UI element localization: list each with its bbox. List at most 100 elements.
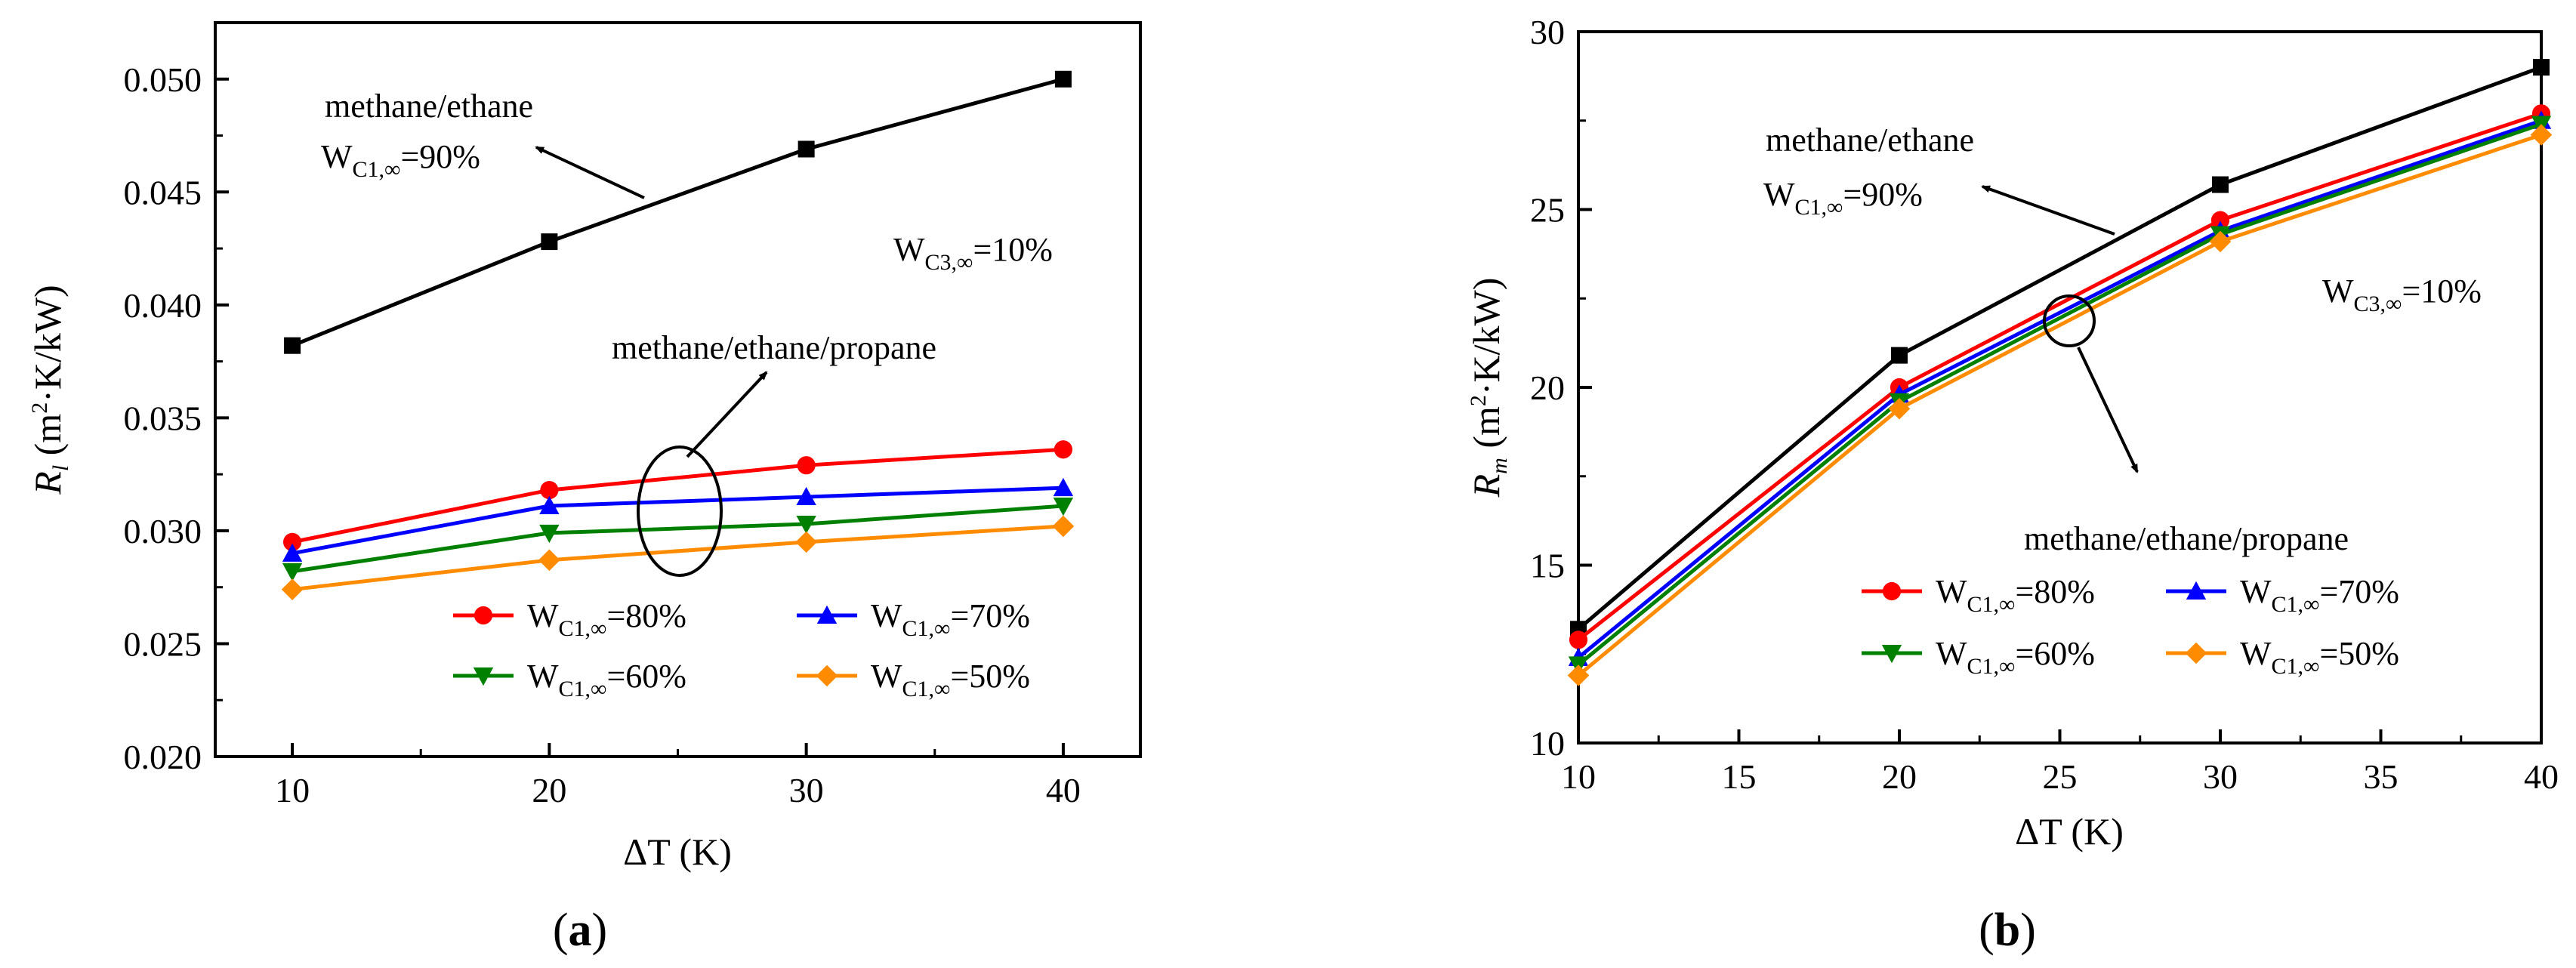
panel-b-series-line-0 xyxy=(1577,65,2542,631)
panel-a-series-line-1 xyxy=(292,447,1064,544)
panel-a-caption: (a) xyxy=(553,905,607,956)
panel-b-legend-marker-0 xyxy=(1882,581,1902,601)
panel-a-series-1-point xyxy=(540,480,559,500)
panel-b-arrow-binary xyxy=(1981,185,2115,236)
panel-b-legend-marker-2 xyxy=(1881,645,1902,664)
panel-a-series-0-point xyxy=(797,140,815,158)
panel-b-circle xyxy=(2043,294,2096,347)
panel-a-series-2-point xyxy=(796,486,816,506)
panel-b-annotation-ternary: methane/ethane/propane xyxy=(2024,520,2349,557)
panel-b-series-line-3 xyxy=(1577,122,2542,667)
panel-a-arrow-ternary xyxy=(686,371,768,458)
panel-b-annotation-methane-ethane: methane/ethane xyxy=(1766,122,1974,159)
panel-b: 10 15 20 25 30 10 15 20 25 30 35 40 ΔT (K) Rm (m2·… xyxy=(1465,13,2559,956)
panel-b-y-tick-label: 10 xyxy=(1530,724,1565,763)
panel-a-series-0-point xyxy=(541,233,558,251)
panel-b-annotation-c3: WC3,∞=10% xyxy=(2322,273,2482,316)
panel-b-series-0-point xyxy=(1891,347,1908,364)
panel-b-series-4-point xyxy=(1888,397,1911,420)
panel-a-series-4-point xyxy=(1052,515,1075,538)
panel-a-series-3-point xyxy=(539,524,560,544)
panel-b-x-tick-label: 25 xyxy=(2043,757,2078,796)
panel-a-series-0-point xyxy=(284,337,301,354)
panel-b-y-tick-label: 20 xyxy=(1530,368,1565,407)
panel-b-arrow-ternary xyxy=(2077,347,2139,473)
panel-a-arrow-binary xyxy=(535,146,645,199)
panel-b-x-tick-label: 30 xyxy=(2203,757,2238,796)
panel-a-series-1-point xyxy=(1054,440,1073,459)
panel-a-series-4-point xyxy=(281,578,304,600)
panel-a-series-1-point xyxy=(797,456,816,475)
panel-b-series-1-point xyxy=(2210,211,2230,230)
panel-a-annotation-binary-w: WC1,∞=90% xyxy=(321,138,480,182)
panel-a-y-tick-label: 0.020 xyxy=(124,738,202,776)
panel-a-legend-marker-3 xyxy=(816,664,838,687)
panel-a-ellipse xyxy=(637,445,723,577)
panel-b-legend-label-2: WC1,∞=60% xyxy=(1936,635,2095,679)
panel-b-annotation-binary-w: WC1,∞=90% xyxy=(1763,176,1923,220)
panel-a-series-line-3 xyxy=(292,504,1064,574)
panel-a-y-tick-label: 0.045 xyxy=(124,173,202,211)
panel-b-legend-label-1: WC1,∞=70% xyxy=(2240,573,2399,617)
panel-a-series-1-point xyxy=(282,532,302,551)
panel-a-series-3-point xyxy=(796,515,816,535)
panel-b-series-4-point xyxy=(2209,230,2232,253)
panel-b-series-line-2 xyxy=(1577,119,2542,659)
panel-a-annotation-c3: WC3,∞=10% xyxy=(893,231,1053,275)
panel-a: 0.020 0.025 0.030 0.035 0.040 0.045 0.050 10 20… xyxy=(26,21,1142,956)
panel-a-series-2-point xyxy=(282,543,303,562)
panel-b-series-0-point xyxy=(2212,176,2229,193)
panel-a-legend-label-2: WC1,∞=60% xyxy=(527,658,686,701)
panel-a-annotation-ternary: methane/ethane/propane xyxy=(612,329,936,366)
panel-a-legend-label-3: WC1,∞=50% xyxy=(871,658,1030,701)
panel-a-series-line-0 xyxy=(292,77,1064,347)
panel-b-y-tick-label: 15 xyxy=(1530,547,1565,585)
panel-b-series-line-1 xyxy=(1577,111,2542,642)
panel-a-x-tick-label: 40 xyxy=(1046,771,1081,809)
panel-b-series-4-point xyxy=(2530,124,2553,146)
panel-a-x-axis-title: ΔT (K) xyxy=(623,831,732,873)
panel-b-x-axis-title: ΔT (K) xyxy=(2015,810,2124,852)
panel-a-y-tick-label: 0.025 xyxy=(124,624,202,663)
panel-a-legend-label-0: WC1,∞=80% xyxy=(527,597,686,641)
panel-b-y-axis-title: Rm (m2·K/kW) xyxy=(1465,278,1512,498)
panel-a-legend-marker-1 xyxy=(816,605,838,624)
panel-b-legend-marker-3 xyxy=(2185,642,2207,664)
panel-a-y-tick-label: 0.040 xyxy=(124,286,202,325)
panel-a-series-2-point xyxy=(1053,477,1074,497)
panel-b-legend-label-3: WC1,∞=50% xyxy=(2240,635,2399,679)
panel-b-series-1-point xyxy=(1569,630,1588,649)
panel-b-x-tick-label: 35 xyxy=(2364,757,2399,796)
panel-a-annotation-methane-ethane: methane/ethane xyxy=(325,88,533,125)
panel-a-series-line-4 xyxy=(292,524,1064,592)
panel-a-y-axis-title: Rl (m2·K/kW) xyxy=(26,285,73,495)
panel-a-legend-label-1: WC1,∞=70% xyxy=(871,597,1030,641)
panel-b-series-0-point xyxy=(2533,59,2550,76)
panel-a-series-2-point xyxy=(539,495,560,515)
panel-a-y-tick-label: 0.050 xyxy=(124,60,202,99)
panel-b-series-line-4 xyxy=(1577,133,2542,677)
panel-a-x-tick-label: 10 xyxy=(275,771,310,809)
panel-a-legend-marker-2 xyxy=(473,667,494,686)
panel-b-y-tick-label: 30 xyxy=(1530,13,1565,51)
panel-a-x-tick-label: 20 xyxy=(532,771,566,809)
panel-b-series-4-point xyxy=(1567,664,1590,686)
panel-a-series-4-point xyxy=(538,549,560,572)
panel-a-series-line-2 xyxy=(292,486,1064,556)
panel-a-y-tick-label: 0.035 xyxy=(124,399,202,437)
panel-a-legend-marker-0 xyxy=(474,606,493,625)
panel-a-x-tick-label: 30 xyxy=(789,771,824,809)
panel-b-y-tick-label: 25 xyxy=(1530,191,1565,230)
panel-b-x-tick-label: 15 xyxy=(1722,757,1757,796)
panel-a-series-0-point xyxy=(1054,70,1072,88)
panel-b-x-tick-label: 10 xyxy=(1561,757,1596,796)
panel-b-legend-label-0: WC1,∞=80% xyxy=(1936,573,2095,617)
panel-b-legend-marker-1 xyxy=(2186,581,2207,600)
panel-a-frame xyxy=(214,21,1142,758)
panel-b-caption: (b) xyxy=(1979,905,2036,956)
panel-a-series-4-point xyxy=(795,531,817,553)
panel-b-x-tick-label: 20 xyxy=(1882,757,1917,796)
panel-a-series-3-point xyxy=(1053,498,1074,516)
panel-a-y-tick-label: 0.030 xyxy=(124,512,202,550)
